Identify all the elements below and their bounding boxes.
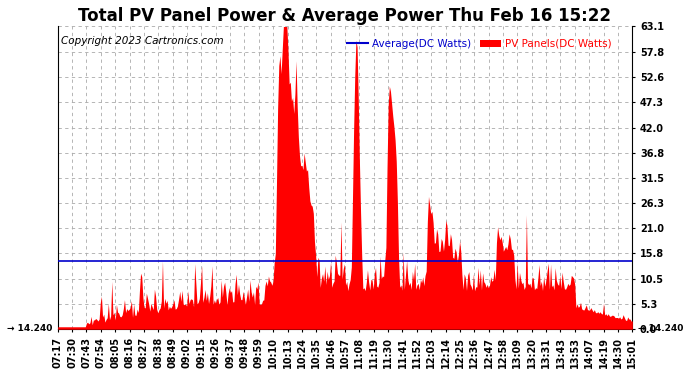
Title: Total PV Panel Power & Average Power Thu Feb 16 15:22: Total PV Panel Power & Average Power Thu… bbox=[79, 7, 611, 25]
Text: Copyright 2023 Cartronics.com: Copyright 2023 Cartronics.com bbox=[61, 36, 223, 46]
Text: → 14.240: → 14.240 bbox=[6, 324, 52, 333]
Legend: Average(DC Watts), PV Panels(DC Watts): Average(DC Watts), PV Panels(DC Watts) bbox=[343, 35, 615, 53]
Text: → 14.240: → 14.240 bbox=[638, 324, 684, 333]
